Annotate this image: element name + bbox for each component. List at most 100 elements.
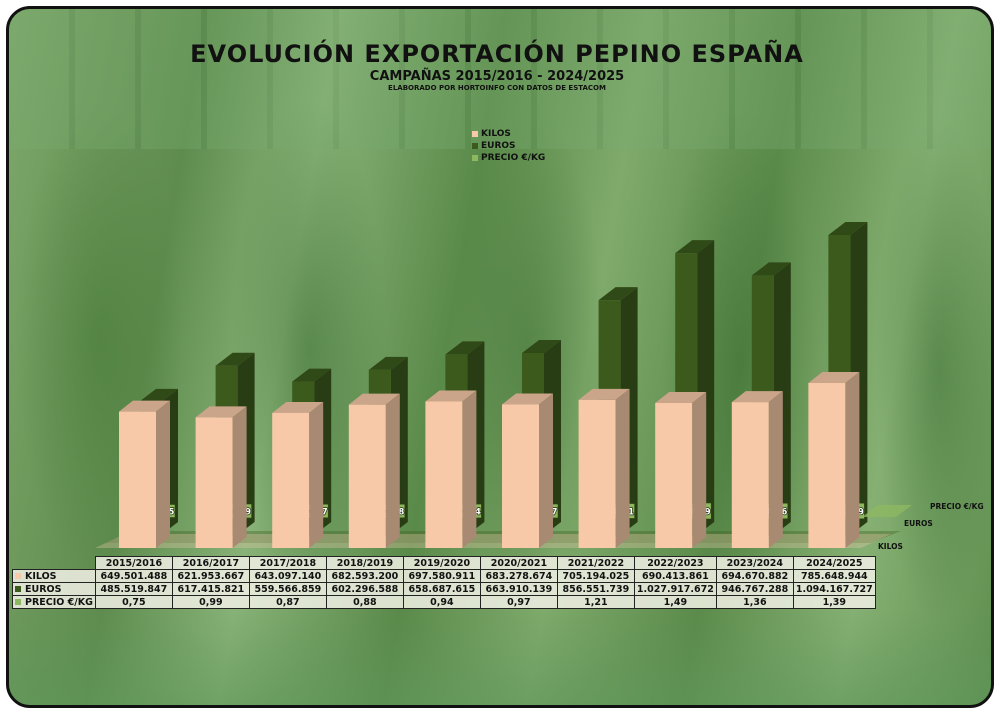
bar-kilos-6-front [578,399,616,548]
bar-kilos-2-side [309,401,324,548]
bar-kilos-3-top [348,393,400,405]
legend-item-precio: PRECIO €/KG [472,152,545,164]
table-row-swatch-2 [15,599,21,605]
table-col-header-0: 2015/2016 [94,556,173,570]
bar-kilos-1-front [195,417,233,548]
table-cell-1-1: 617.415.821 [171,582,250,596]
bar-euros-9-top [828,222,868,235]
table-cell-2-6: 1,21 [556,595,635,609]
bar-kilos-7-top [655,392,707,404]
table-cell-2-7: 1,49 [633,595,717,609]
table-row: PRECIO €/KG 0,75 0,99 0,87 0,88 0,94 0,97 1,21 1… [12,595,876,609]
bar-kilos-5-top [502,393,553,405]
bar-kilos-1 [195,406,247,548]
bar-kilos-7 [655,392,707,548]
bar-kilos-4-side [462,390,477,548]
table-cell-2-9: 1,39 [792,595,876,609]
bar-euros-2-top [292,368,332,382]
table-row-swatch-1 [15,586,21,592]
crate-foreground [9,609,991,705]
table-cell-1-8: 946.767.288 [715,582,794,596]
table-cell-1-0: 485.519.847 [94,582,173,596]
bar-kilos-5 [502,393,553,548]
crate-background [9,9,991,149]
table-col-header-8: 2023/2024 [715,556,794,570]
table-cell-1-7: 1.027.917.672 [633,582,717,596]
bar-kilos-2 [272,401,324,548]
table-cell-1-9: 1.094.167.727 [792,582,876,596]
bar-kilos-2-top [272,401,324,413]
precio-end-plate [862,505,912,517]
bar-euros-4-top [445,341,485,355]
bar-kilos-8 [731,391,783,548]
table-cell-0-7: 690.413.861 [633,569,717,583]
chart-subtitle: CAMPAÑAS 2015/2016 - 2024/2025 [369,69,625,84]
table-cell-0-4: 697.580.911 [402,569,481,583]
table-cell-0-0: 649.501.488 [94,569,173,583]
table-col-header-5: 2020/2021 [479,556,558,570]
legend-label-kilos: KILOS [481,129,511,139]
bar-kilos-8-front [731,402,769,548]
table-row-label-1: EUROS [25,583,62,595]
table-cell-2-0: 0,75 [94,595,173,609]
row-label-euros: EUROS [904,519,933,528]
data-table: 2015/2016 2016/2017 2017/2018 2018/2019 2019… [12,556,876,609]
table-corner [13,557,96,570]
bar-kilos-0-front [119,411,156,548]
table-row-header-1: EUROS [12,582,96,596]
bar-kilos-0-side [156,400,170,548]
bar-kilos-3-front [348,404,386,548]
legend-swatch-precio [472,155,478,161]
bar-kilos-4 [425,390,477,548]
table-row-header-0: KILOS [12,569,96,583]
bar-kilos-9-side [845,372,860,548]
bar-euros-8-top [751,262,791,276]
bar-kilos-3 [348,393,400,548]
table-body: KILOS 649.501.488 621.953.667 643.097.140 68… [12,569,876,609]
legend-item-kilos: KILOS [472,128,545,140]
bar-kilos-2-front [272,412,310,548]
table-cell-1-5: 663.910.139 [479,582,558,596]
table-cell-2-2: 0,87 [248,595,327,609]
bar-kilos-8-top [731,391,783,403]
bar-kilos-5-front [502,404,539,548]
bar-euros-3-top [368,356,408,370]
legend-swatch-kilos [472,131,478,137]
legend-label-precio: PRECIO €/KG [481,153,546,163]
bar-kilos-0-top [119,400,170,412]
table-col-header-1: 2016/2017 [171,556,250,570]
bar-kilos-7-front [655,403,693,548]
bar-kilos-6-side [615,388,630,548]
chart-title: EVOLUCIÓN EXPORTACIÓN PEPINO ESPAÑA [190,40,804,68]
table-row: KILOS 649.501.488 621.953.667 643.097.140 68… [12,569,876,583]
bar-kilos-7-side [692,392,707,548]
table-cell-2-3: 0,88 [325,595,404,609]
table-cell-0-6: 705.194.025 [556,569,635,583]
table-col-header-9: 2024/2025 [792,556,876,570]
row-label-precio: PRECIO €/KG [930,502,984,511]
table-cell-0-9: 785.648.944 [792,569,876,583]
chart-credit: ELABORADO POR HORTOINFO CON DATOS DE EST… [388,84,606,92]
bar-kilos-8-side [768,391,783,548]
bar-kilos-1-side [232,406,247,548]
table-cell-2-1: 0,99 [171,595,250,609]
table-cell-0-8: 694.670.882 [715,569,794,583]
bar-kilos-9 [808,372,860,548]
bar-euros-6-top [598,287,638,301]
table-cell-2-5: 0,97 [479,595,558,609]
bar-kilos-3-side [385,393,400,548]
table-row: EUROS 485.519.847 617.415.821 559.566.859 60… [12,582,876,596]
table-row-label-2: PRECIO €/KG [25,596,93,608]
table-cell-0-3: 682.593.200 [325,569,404,583]
table-cell-1-2: 559.566.859 [248,582,327,596]
legend-swatch-euros [472,143,478,149]
bar-euros-7-top [675,240,715,254]
table-col-header-4: 2019/2020 [402,556,481,570]
bar-euros-1-top [215,352,255,366]
bar-euros-5-top [522,339,561,353]
row-label-kilos: KILOS [878,542,903,551]
bar-kilos-0 [119,400,170,548]
table-cell-0-2: 643.097.140 [248,569,327,583]
table-row-header-2: PRECIO €/KG [12,595,96,609]
